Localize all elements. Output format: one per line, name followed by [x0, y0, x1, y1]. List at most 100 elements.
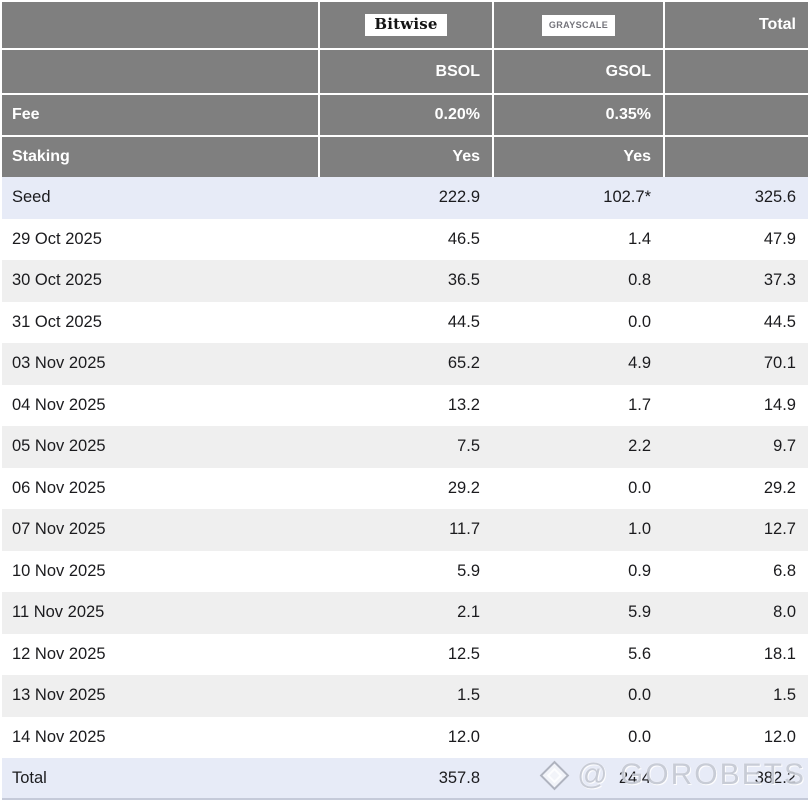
row-bsol-value: 7.5 [457, 437, 480, 456]
table-row: 14 Nov 2025 12.0 0.0 12.0 [2, 716, 808, 758]
row-total-value: 6.8 [773, 561, 796, 580]
row-label: 30 Oct 2025 [12, 271, 102, 290]
row-label: 29 Oct 2025 [12, 229, 102, 248]
row-gsol-value: 1.7 [628, 395, 651, 414]
row-bsol-value: 12.0 [447, 727, 480, 746]
row-total-value: 18.1 [763, 644, 796, 663]
staking-row: Staking Yes Yes [2, 135, 808, 177]
row-bsol-value: 29.2 [447, 478, 480, 497]
ticker-header-row: BSOL GSOL [2, 48, 808, 93]
row-bsol-value: 1.5 [457, 686, 480, 705]
bitwise-logo: Bitwise [365, 14, 447, 36]
table-row: 31 Oct 2025 44.5 0.0 44.5 [2, 301, 808, 343]
table-row: 04 Nov 2025 13.2 1.7 14.9 [2, 384, 808, 426]
row-total-value: 12.0 [763, 727, 796, 746]
row-label: 31 Oct 2025 [12, 312, 102, 331]
row-bsol-value: 11.7 [449, 520, 480, 539]
bitwise-cell: Bitwise [318, 2, 492, 48]
row-bsol-value: 357.8 [438, 768, 480, 787]
row-gsol-value: 0.0 [628, 312, 651, 331]
fee-total-empty-cell [663, 95, 808, 135]
table-row: 30 Oct 2025 36.5 0.8 37.3 [2, 260, 808, 302]
ticker-header-empty-cell [2, 50, 318, 93]
row-total-value: 47.9 [763, 229, 796, 248]
row-gsol-value: 24.4 [618, 768, 651, 787]
fee-bsol-value: 0.20% [318, 95, 492, 135]
row-gsol-value: 0.9 [628, 561, 651, 580]
table-row: 29 Oct 2025 46.5 1.4 47.9 [2, 218, 808, 260]
row-total-value: 37.3 [763, 271, 796, 290]
row-total-value: 9.7 [773, 437, 796, 456]
row-gsol-value: 2.2 [628, 437, 651, 456]
row-gsol-value: 0.0 [628, 727, 651, 746]
table-row: 06 Nov 2025 29.2 0.0 29.2 [2, 467, 808, 509]
row-label: 07 Nov 2025 [12, 520, 106, 539]
table-row: 12 Nov 2025 12.5 5.6 18.1 [2, 633, 808, 675]
row-label: 03 Nov 2025 [12, 354, 106, 373]
row-bsol-value: 36.5 [447, 271, 480, 290]
row-bsol-value: 46.5 [447, 229, 480, 248]
row-gsol-value: 1.4 [628, 229, 651, 248]
fee-gsol-value: 0.35% [492, 95, 663, 135]
row-bsol-value: 2.1 [457, 603, 480, 622]
table-row: 11 Nov 2025 2.1 5.9 8.0 [2, 592, 808, 634]
row-total-value: 12.7 [763, 520, 796, 539]
row-label: 11 Nov 2025 [12, 603, 105, 622]
issuer-header-empty-cell [2, 2, 318, 48]
table-row: Seed 222.9 102.7* 325.6 [2, 177, 808, 219]
row-gsol-value: 1.0 [628, 520, 651, 539]
table-row: 13 Nov 2025 1.5 0.0 1.5 [2, 675, 808, 717]
row-gsol-value: 5.6 [628, 644, 651, 663]
row-bsol-value: 12.5 [447, 644, 480, 663]
staking-bsol-value: Yes [318, 137, 492, 177]
grayscale-cell: GRAYSCALE [492, 2, 663, 48]
row-total-value: 382.2 [754, 768, 796, 787]
staking-total-empty-cell [663, 137, 808, 177]
row-label: 04 Nov 2025 [12, 395, 106, 414]
total-column-header: Total [663, 2, 808, 48]
row-total-value: 14.9 [763, 395, 796, 414]
row-gsol-value: 0.8 [628, 271, 651, 290]
row-label: 10 Nov 2025 [12, 561, 106, 580]
row-total-value: 70.1 [763, 354, 796, 373]
table-row: Total 357.8 24.4 382.2 [2, 758, 808, 798]
row-bsol-value: 5.9 [457, 561, 480, 580]
grayscale-logo: GRAYSCALE [541, 14, 616, 36]
row-label: Seed [12, 188, 51, 207]
issuer-header-row: Bitwise GRAYSCALE Total [2, 2, 808, 48]
row-total-value: 44.5 [763, 312, 796, 331]
table-row: 05 Nov 2025 7.5 2.2 9.7 [2, 426, 808, 468]
ticker-header-total-empty-cell [663, 50, 808, 93]
row-label: 14 Nov 2025 [12, 727, 106, 746]
row-gsol-value: 4.9 [628, 354, 651, 373]
table-row: 07 Nov 2025 11.7 1.0 12.7 [2, 509, 808, 551]
row-bsol-value: 44.5 [447, 312, 480, 331]
row-bsol-value: 65.2 [447, 354, 480, 373]
row-bsol-value: 13.2 [447, 395, 480, 414]
fee-row: Fee 0.20% 0.35% [2, 93, 808, 135]
row-label: 06 Nov 2025 [12, 478, 106, 497]
row-total-value: 1.5 [773, 686, 796, 705]
row-gsol-value: 102.7* [603, 188, 651, 207]
bsol-ticker-header: BSOL [318, 50, 492, 93]
row-total-value: 8.0 [773, 603, 796, 622]
row-gsol-value: 0.0 [628, 686, 651, 705]
row-label: 05 Nov 2025 [12, 437, 106, 456]
row-gsol-value: 0.0 [628, 478, 651, 497]
table-row: 03 Nov 2025 65.2 4.9 70.1 [2, 343, 808, 385]
row-label: 12 Nov 2025 [12, 644, 106, 663]
row-gsol-value: 5.9 [628, 603, 651, 622]
row-total-value: 29.2 [763, 478, 796, 497]
table-body: Seed 222.9 102.7* 325.6 29 Oct 2025 46.5… [2, 177, 808, 800]
staking-label: Staking [12, 148, 70, 165]
table-row: 10 Nov 2025 5.9 0.9 6.8 [2, 550, 808, 592]
row-total-value: 325.6 [754, 188, 796, 207]
fee-label: Fee [12, 106, 40, 123]
staking-gsol-value: Yes [492, 137, 663, 177]
row-label: Total [12, 768, 47, 787]
row-label: 13 Nov 2025 [12, 686, 106, 705]
gsol-ticker-header: GSOL [492, 50, 663, 93]
row-bsol-value: 222.9 [438, 188, 480, 207]
